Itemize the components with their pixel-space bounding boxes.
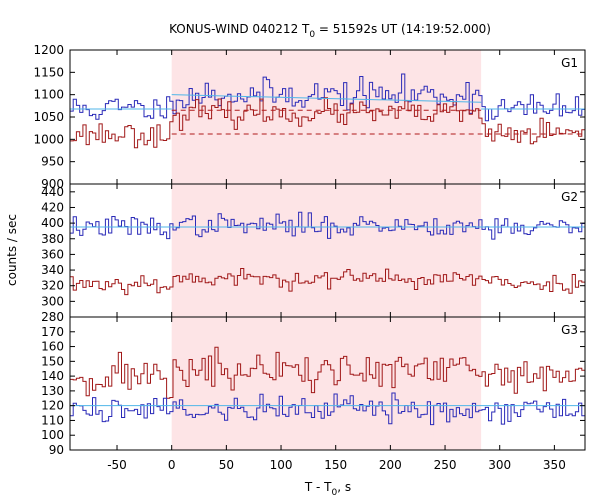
x-tick-label: 250 bbox=[434, 458, 457, 472]
panel-label-g2: G2 bbox=[561, 190, 578, 204]
series-blue-g2 bbox=[70, 211, 585, 240]
y-tick-label: 300 bbox=[41, 294, 64, 308]
y-tick-label: 150 bbox=[41, 354, 64, 368]
x-tick-label: 350 bbox=[543, 458, 566, 472]
y-axis-label: counts / sec bbox=[5, 214, 19, 286]
y-tick-label: 340 bbox=[41, 263, 64, 277]
x-tick-label: 0 bbox=[168, 458, 176, 472]
chart-title-suffix: = 51592s UT (14:19:52.000) bbox=[315, 22, 491, 36]
y-tick-label: 110 bbox=[41, 413, 64, 427]
burst-interval-shading bbox=[171, 184, 482, 317]
x-axis-label: T - T0, s bbox=[304, 480, 351, 498]
y-tick-label: 1100 bbox=[33, 88, 64, 102]
series-red-g1 bbox=[70, 97, 585, 149]
x-tick-label: -50 bbox=[107, 458, 127, 472]
x-tick-label: 50 bbox=[219, 458, 234, 472]
series-blue-g3 bbox=[70, 392, 585, 426]
panel-g2 bbox=[70, 184, 585, 317]
x-axis-label-subscript: 0 bbox=[332, 488, 338, 498]
y-tick-label: 900 bbox=[41, 177, 64, 191]
y-tick-label: 90 bbox=[49, 443, 64, 457]
y-tick-label: 130 bbox=[41, 384, 64, 398]
y-tick-label: 440 bbox=[41, 185, 64, 199]
x-axis-label-main: T - T bbox=[304, 480, 332, 494]
y-tick-label: 160 bbox=[41, 340, 64, 354]
y-tick-label: 1200 bbox=[33, 43, 64, 57]
y-tick-label: 420 bbox=[41, 200, 64, 214]
axes-layer: 9009501000105011001150120028030032034036… bbox=[33, 43, 585, 472]
x-tick-label: 200 bbox=[379, 458, 402, 472]
y-tick-label: 360 bbox=[41, 247, 64, 261]
y-tick-label: 1150 bbox=[33, 65, 64, 79]
panel-label-g3: G3 bbox=[561, 323, 578, 337]
chart-title-subscript: 0 bbox=[309, 30, 315, 40]
burst-interval-shading bbox=[171, 50, 482, 184]
chart-title: KONUS-WIND 040212 T0 = 51592s UT (14:19:… bbox=[169, 22, 491, 40]
y-tick-label: 380 bbox=[41, 232, 64, 246]
panel-g3 bbox=[70, 317, 585, 450]
y-tick-label: 100 bbox=[41, 428, 64, 442]
y-tick-label: 170 bbox=[41, 325, 64, 339]
panel-label-g1: G1 bbox=[561, 56, 578, 70]
burst-interval-shading bbox=[171, 317, 482, 450]
chart-title-prefix: KONUS-WIND 040212 T bbox=[169, 22, 310, 36]
y-tick-label: 1000 bbox=[33, 132, 64, 146]
background-fit-line bbox=[171, 94, 482, 103]
y-tick-label: 1050 bbox=[33, 110, 64, 124]
panel-g1 bbox=[70, 50, 585, 184]
y-tick-label: 320 bbox=[41, 279, 64, 293]
y-tick-label: 140 bbox=[41, 369, 64, 383]
x-tick-label: 100 bbox=[270, 458, 293, 472]
x-tick-label: 300 bbox=[488, 458, 511, 472]
series-blue-g1 bbox=[70, 73, 585, 122]
x-axis-label-suffix: , s bbox=[337, 480, 351, 494]
y-tick-label: 280 bbox=[41, 310, 64, 324]
y-tick-label: 400 bbox=[41, 216, 64, 230]
series-red-g3 bbox=[70, 346, 585, 399]
y-tick-label: 120 bbox=[41, 399, 64, 413]
y-tick-label: 950 bbox=[41, 155, 64, 169]
panel-g3-frame bbox=[69, 316, 586, 451]
x-tick-label: 150 bbox=[324, 458, 347, 472]
series-red-g2 bbox=[70, 268, 585, 296]
